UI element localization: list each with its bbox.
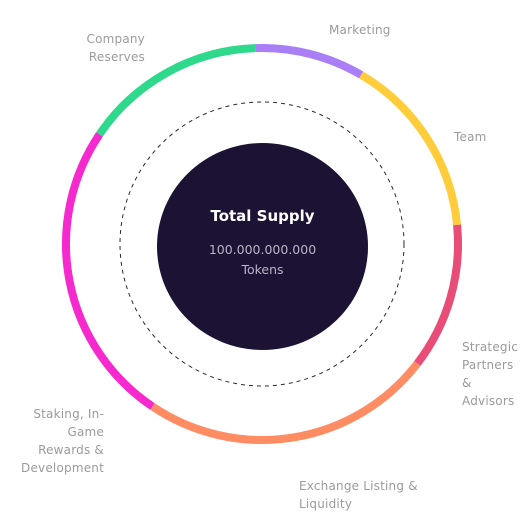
dashed-inner-ring <box>119 101 405 387</box>
donut-slice-0 <box>255 44 364 79</box>
center-title: Total Supply <box>210 207 315 225</box>
total-supply-center: Total Supply 100.000.000.000 Tokens <box>157 143 368 350</box>
label-staking-rewards: Staking, In-Game Rewards & Development <box>21 407 104 475</box>
donut-slice-4 <box>62 132 155 410</box>
donut-slice-3 <box>150 361 421 444</box>
label-strategic-partners: Strategic Partners & Advisors <box>462 340 519 408</box>
donut-slice-1 <box>359 71 462 226</box>
donut-slice-2 <box>414 224 462 367</box>
center-unit: Tokens <box>241 262 284 277</box>
label-marketing: Marketing <box>329 23 391 37</box>
label-company-reserves: Company Reserves <box>86 32 145 64</box>
label-exchange-listing: Exchange Listing & Liquidity <box>299 479 418 511</box>
center-amount: 100.000.000.000 <box>208 242 317 257</box>
label-team: Team <box>454 130 487 144</box>
donut-slice-5 <box>96 44 256 137</box>
